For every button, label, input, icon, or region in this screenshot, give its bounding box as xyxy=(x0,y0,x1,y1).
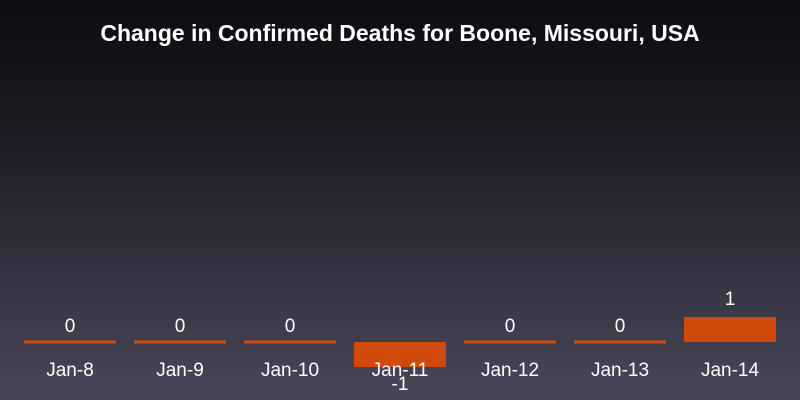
bar-jan-14 xyxy=(684,317,776,342)
category-label-jan-14: Jan-14 xyxy=(701,360,760,381)
category-label-jan-8: Jan-8 xyxy=(46,360,94,381)
bar-jan-10 xyxy=(244,340,336,344)
bars-group xyxy=(24,317,776,367)
value-label-jan-13: 0 xyxy=(615,316,626,337)
value-labels-group: 0 0 0 -1 0 0 1 xyxy=(65,289,736,395)
value-label-jan-11: -1 xyxy=(392,374,409,395)
value-label-jan-10: 0 xyxy=(285,316,296,337)
value-label-jan-9: 0 xyxy=(175,316,186,337)
bar-jan-9 xyxy=(134,340,226,344)
bar-jan-11 xyxy=(354,342,446,367)
value-label-jan-8: 0 xyxy=(65,316,76,337)
value-label-jan-14: 1 xyxy=(725,289,736,310)
bar-jan-13 xyxy=(574,340,666,344)
category-label-jan-13: Jan-13 xyxy=(591,360,649,381)
bar-jan-8 xyxy=(24,340,116,344)
bar-jan-12 xyxy=(464,340,556,344)
category-label-jan-11: Jan-11 xyxy=(372,360,429,381)
chart-title: Change in Confirmed Deaths for Boone, Mi… xyxy=(100,20,700,46)
value-label-jan-12: 0 xyxy=(505,316,516,337)
category-label-jan-12: Jan-12 xyxy=(481,360,539,381)
category-label-jan-10: Jan-10 xyxy=(261,360,319,381)
category-labels-group: Jan-8 Jan-9 Jan-10 Jan-11 Jan-12 Jan-13 Jan-14 xyxy=(46,360,759,381)
category-label-jan-9: Jan-9 xyxy=(156,360,204,381)
